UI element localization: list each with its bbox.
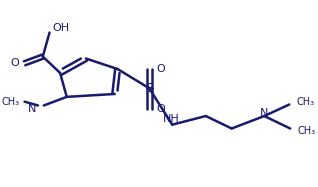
Text: S: S [145, 82, 153, 95]
Text: N: N [28, 104, 36, 114]
Text: O: O [156, 104, 165, 114]
Text: CH₃: CH₃ [2, 97, 20, 107]
Text: NH: NH [163, 114, 180, 124]
Text: OH: OH [52, 23, 70, 33]
Text: N: N [260, 108, 268, 118]
Text: CH₃: CH₃ [297, 97, 315, 107]
Text: CH₃: CH₃ [298, 126, 316, 136]
Text: O: O [10, 58, 19, 68]
Text: O: O [156, 64, 165, 74]
